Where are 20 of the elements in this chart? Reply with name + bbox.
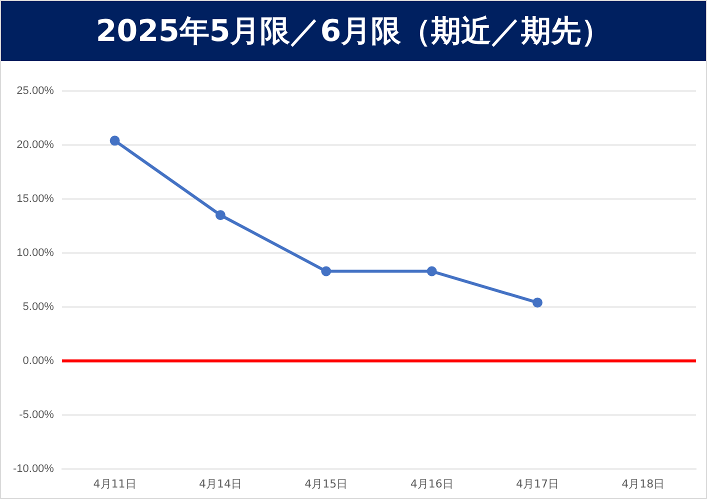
y-tick-label: -10.00% bbox=[12, 462, 54, 475]
x-tick-label: 4月14日 bbox=[198, 477, 242, 490]
x-tick-label: 4月15日 bbox=[304, 477, 348, 490]
point bbox=[215, 210, 226, 220]
point bbox=[426, 266, 437, 276]
x-tick-label: 4月17日 bbox=[516, 477, 559, 490]
y-tick-label: 0.00% bbox=[22, 354, 54, 367]
y-tick-label: 5.00% bbox=[22, 300, 54, 313]
y-tick-label: 10.00% bbox=[16, 246, 54, 259]
x-tick-label: 4月18日 bbox=[622, 477, 665, 490]
x-tick-label: 4月16日 bbox=[410, 477, 454, 490]
chart-title: 2025年5月限／6月限（期近／期先） bbox=[1, 1, 706, 61]
y-tick-label: 15.00% bbox=[16, 192, 54, 205]
y-tick-label: -5.00% bbox=[19, 408, 54, 421]
point bbox=[110, 136, 120, 146]
point bbox=[532, 298, 542, 308]
point bbox=[321, 266, 332, 276]
y-tick-label: 20.00% bbox=[16, 139, 54, 152]
y-tick-label: 25.00% bbox=[16, 85, 54, 98]
x-tick-label: 4月11日 bbox=[93, 477, 136, 490]
